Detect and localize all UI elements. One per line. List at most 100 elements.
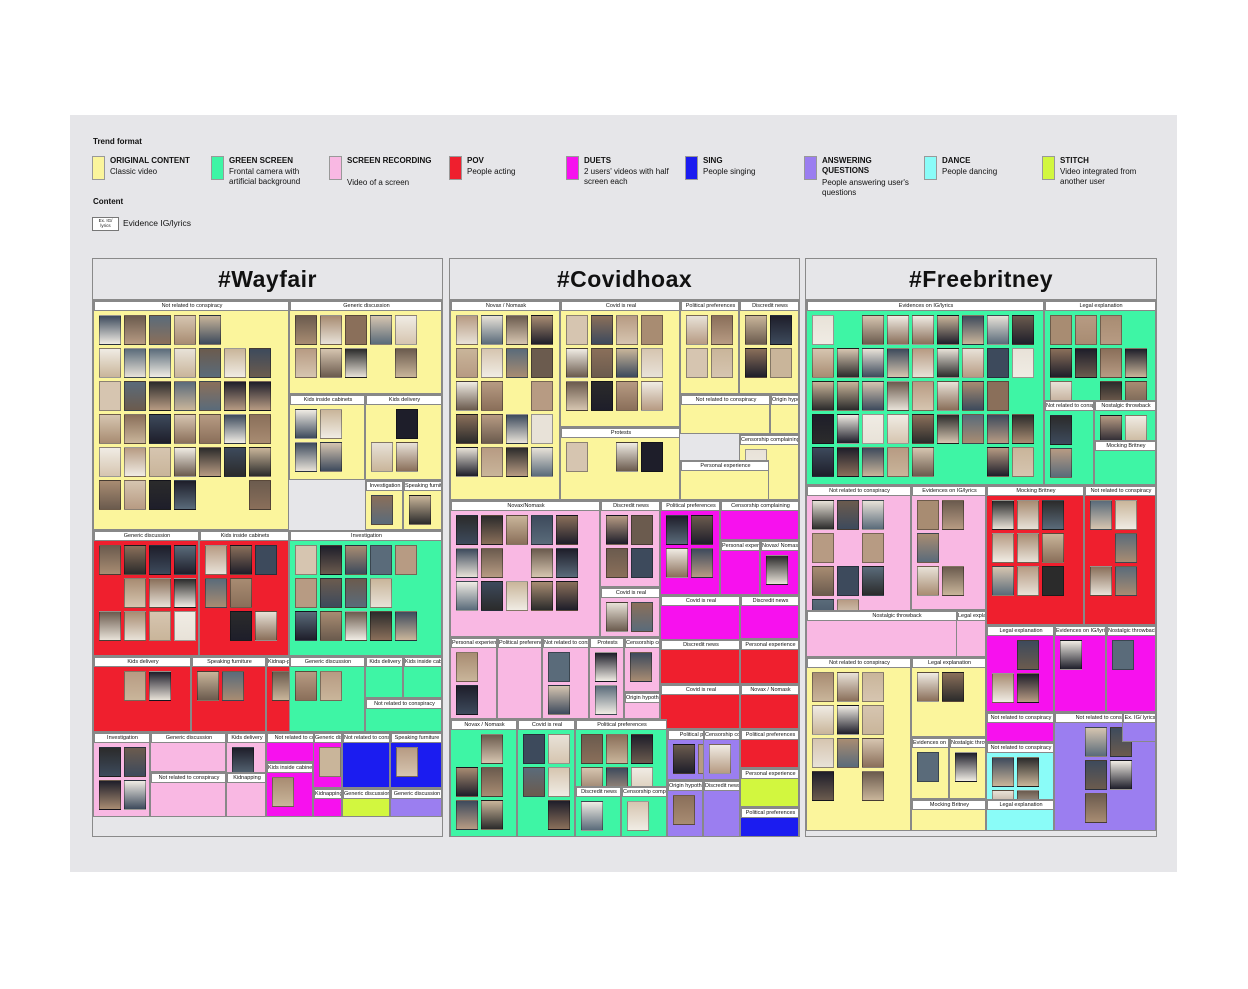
video-thumbnail[interactable] — [249, 381, 271, 411]
video-thumbnail[interactable] — [395, 315, 417, 345]
video-thumbnail[interactable] — [249, 447, 271, 477]
video-thumbnail[interactable] — [987, 414, 1009, 444]
video-thumbnail[interactable] — [937, 414, 959, 444]
video-thumbnail[interactable] — [481, 381, 503, 411]
video-thumbnail[interactable] — [812, 672, 834, 702]
video-thumbnail[interactable] — [99, 480, 121, 510]
video-thumbnail[interactable] — [1125, 348, 1147, 378]
video-thumbnail[interactable] — [641, 315, 663, 345]
video-thumbnail[interactable] — [531, 315, 553, 345]
video-thumbnail[interactable] — [917, 566, 939, 596]
video-thumbnail[interactable] — [295, 671, 317, 701]
video-thumbnail[interactable] — [295, 442, 317, 472]
video-thumbnail[interactable] — [1112, 640, 1134, 670]
video-thumbnail[interactable] — [1017, 566, 1039, 596]
video-thumbnail[interactable] — [99, 381, 121, 411]
video-thumbnail[interactable] — [481, 800, 503, 830]
video-thumbnail[interactable] — [523, 734, 545, 764]
video-thumbnail[interactable] — [295, 348, 317, 378]
video-thumbnail[interactable] — [912, 414, 934, 444]
video-thumbnail[interactable] — [581, 734, 603, 764]
video-thumbnail[interactable] — [456, 767, 478, 797]
video-thumbnail[interactable] — [481, 414, 503, 444]
video-thumbnail[interactable] — [295, 545, 317, 575]
video-thumbnail[interactable] — [591, 348, 613, 378]
video-thumbnail[interactable] — [1075, 315, 1097, 345]
video-thumbnail[interactable] — [917, 500, 939, 530]
video-thumbnail[interactable] — [174, 348, 196, 378]
video-thumbnail[interactable] — [224, 447, 246, 477]
video-thumbnail[interactable] — [149, 578, 171, 608]
video-thumbnail[interactable] — [837, 500, 859, 530]
video-thumbnail[interactable] — [862, 705, 884, 735]
video-thumbnail[interactable] — [199, 381, 221, 411]
video-thumbnail[interactable] — [837, 414, 859, 444]
video-thumbnail[interactable] — [591, 381, 613, 411]
video-thumbnail[interactable] — [556, 515, 578, 545]
video-thumbnail[interactable] — [1085, 760, 1107, 790]
video-thumbnail[interactable] — [606, 548, 628, 578]
video-thumbnail[interactable] — [1090, 566, 1112, 596]
video-thumbnail[interactable] — [812, 348, 834, 378]
video-thumbnail[interactable] — [272, 671, 289, 701]
video-thumbnail[interactable] — [812, 500, 834, 530]
video-thumbnail[interactable] — [987, 315, 1009, 345]
video-thumbnail[interactable] — [506, 315, 528, 345]
video-thumbnail[interactable] — [616, 381, 638, 411]
video-thumbnail[interactable] — [1085, 793, 1107, 823]
video-thumbnail[interactable] — [481, 515, 503, 545]
video-thumbnail[interactable] — [456, 515, 478, 545]
video-thumbnail[interactable] — [456, 548, 478, 578]
video-thumbnail[interactable] — [456, 581, 478, 611]
video-thumbnail[interactable] — [962, 414, 984, 444]
video-thumbnail[interactable] — [396, 409, 418, 439]
video-thumbnail[interactable] — [673, 795, 695, 825]
video-thumbnail[interactable] — [345, 545, 367, 575]
video-thumbnail[interactable] — [962, 315, 984, 345]
video-thumbnail[interactable] — [812, 414, 834, 444]
video-thumbnail[interactable] — [1012, 447, 1034, 477]
video-thumbnail[interactable] — [124, 315, 146, 345]
video-thumbnail[interactable] — [224, 348, 246, 378]
video-thumbnail[interactable] — [149, 414, 171, 444]
video-thumbnail[interactable] — [686, 315, 708, 345]
video-thumbnail[interactable] — [481, 734, 503, 764]
video-thumbnail[interactable] — [199, 348, 221, 378]
video-thumbnail[interactable] — [631, 548, 653, 578]
video-thumbnail[interactable] — [1115, 566, 1137, 596]
video-thumbnail[interactable] — [531, 548, 553, 578]
video-thumbnail[interactable] — [320, 578, 342, 608]
video-thumbnail[interactable] — [456, 652, 478, 682]
video-thumbnail[interactable] — [149, 545, 171, 575]
video-thumbnail[interactable] — [1042, 500, 1064, 530]
video-thumbnail[interactable] — [591, 315, 613, 345]
video-thumbnail[interactable] — [345, 578, 367, 608]
video-thumbnail[interactable] — [812, 447, 834, 477]
video-thumbnail[interactable] — [812, 738, 834, 768]
video-thumbnail[interactable] — [962, 348, 984, 378]
video-thumbnail[interactable] — [566, 348, 588, 378]
video-thumbnail[interactable] — [606, 734, 628, 764]
video-thumbnail[interactable] — [99, 545, 121, 575]
video-thumbnail[interactable] — [255, 611, 277, 641]
video-thumbnail[interactable] — [1017, 673, 1039, 703]
video-thumbnail[interactable] — [766, 555, 788, 585]
video-thumbnail[interactable] — [631, 515, 653, 545]
video-thumbnail[interactable] — [862, 672, 884, 702]
video-thumbnail[interactable] — [1042, 533, 1064, 563]
video-thumbnail[interactable] — [395, 545, 417, 575]
video-thumbnail[interactable] — [666, 515, 688, 545]
video-thumbnail[interactable] — [1060, 640, 1082, 670]
video-thumbnail[interactable] — [641, 442, 663, 472]
video-thumbnail[interactable] — [230, 611, 252, 641]
video-thumbnail[interactable] — [962, 381, 984, 411]
video-thumbnail[interactable] — [711, 348, 733, 378]
video-thumbnail[interactable] — [912, 315, 934, 345]
video-thumbnail[interactable] — [124, 480, 146, 510]
video-thumbnail[interactable] — [370, 578, 392, 608]
video-thumbnail[interactable] — [320, 611, 342, 641]
video-thumbnail[interactable] — [987, 348, 1009, 378]
video-thumbnail[interactable] — [456, 348, 478, 378]
video-thumbnail[interactable] — [124, 671, 146, 701]
video-thumbnail[interactable] — [174, 315, 196, 345]
